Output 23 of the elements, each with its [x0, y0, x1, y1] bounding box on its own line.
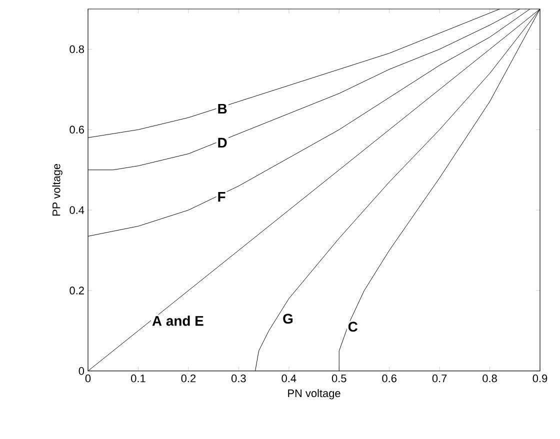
annotation: G: [283, 314, 293, 324]
x-tick-label: 0.5: [332, 374, 346, 382]
annotation: C: [348, 322, 358, 332]
x-tick-label: 0.2: [181, 374, 196, 382]
x-tick-label: 0: [85, 374, 91, 382]
annotation: F: [218, 192, 226, 202]
y-tick-label: 0: [78, 367, 84, 375]
annotation: B: [218, 104, 227, 114]
x-axis-title: PN voltage: [288, 389, 340, 400]
annotation: A and E: [152, 316, 204, 326]
y-tick-label: 0.4: [70, 206, 84, 214]
x-tick-label: 0.6: [382, 374, 396, 382]
x-tick-label: 0.1: [131, 374, 146, 382]
y-axis-title: PP voltage: [52, 164, 62, 216]
x-tick-label: 0.8: [482, 374, 497, 382]
annotation: D: [218, 138, 227, 148]
x-tick-label: 0.3: [231, 374, 246, 382]
y-tick-label: 0.2: [70, 286, 84, 294]
y-tick-label: 0.6: [70, 126, 84, 134]
x-tick-label: 0.7: [432, 374, 447, 382]
x-tick-label: 0.4: [282, 374, 296, 382]
x-tick-label: 0.9: [532, 374, 548, 382]
y-tick-label: 0.8: [70, 45, 84, 54]
